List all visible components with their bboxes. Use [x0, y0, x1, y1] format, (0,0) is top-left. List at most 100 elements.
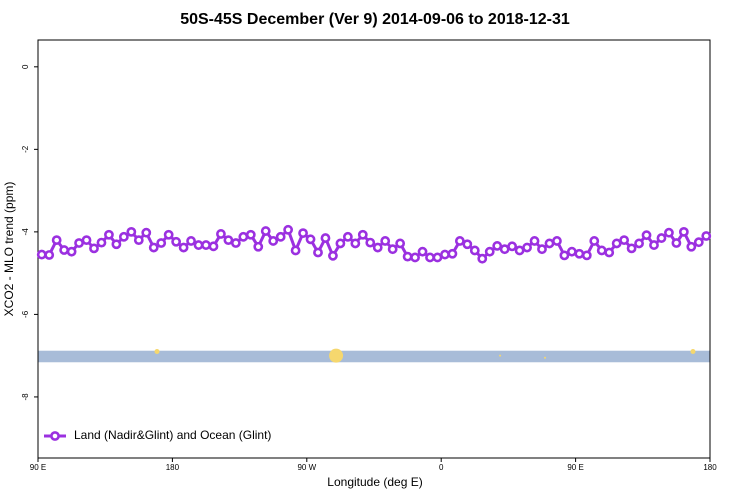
- x-axis-label: Longitude (deg E): [327, 475, 422, 489]
- data-point: [111, 239, 122, 250]
- data-point: [469, 245, 480, 256]
- data-point: [238, 231, 249, 242]
- data-point: [365, 237, 376, 248]
- data-point: [89, 243, 99, 254]
- data-point: [410, 252, 420, 263]
- data-point: [454, 236, 465, 246]
- chart-title: 50S-45S December (Ver 9) 2014-09-06 to 2…: [180, 11, 570, 28]
- data-point: [417, 246, 428, 257]
- data-point: [686, 241, 697, 252]
- data-point: [342, 231, 353, 242]
- data-point: [440, 249, 450, 260]
- data-point: [522, 242, 532, 253]
- data-point: [693, 237, 704, 248]
- data-point: [626, 243, 637, 254]
- data-point: [44, 250, 55, 260]
- x-tick-label: 90 W: [297, 463, 316, 472]
- data-point: [96, 237, 107, 248]
- data-point: [133, 235, 144, 246]
- data-point: [671, 238, 682, 248]
- data-point: [544, 238, 555, 249]
- data-point: [611, 238, 622, 249]
- x-tick-label: 180: [703, 463, 717, 472]
- land-marker: [154, 349, 160, 355]
- data-point: [156, 238, 167, 248]
- data-point: [216, 229, 226, 239]
- data-point: [634, 238, 644, 249]
- data-point: [335, 238, 346, 249]
- data-point: [537, 244, 547, 255]
- data-point: [328, 250, 338, 261]
- data-point: [619, 235, 630, 246]
- data-point: [305, 234, 316, 245]
- data-point: [529, 236, 540, 246]
- land-marker: [499, 354, 502, 357]
- data-point: [432, 252, 443, 263]
- x-tick-label: 90 E: [567, 463, 583, 472]
- data-point: [701, 231, 712, 241]
- data-point: [664, 227, 674, 238]
- legend-label: Land (Nadir&Glint) and Ocean (Glint): [74, 428, 271, 442]
- data-point: [574, 248, 585, 259]
- y-axis-label: XCO2 - MLO trend (ppm): [2, 182, 16, 317]
- data-point: [118, 231, 129, 242]
- data-point: [126, 226, 137, 237]
- data-point: [223, 235, 234, 246]
- data-point: [425, 252, 435, 263]
- y-tick-label: -6: [21, 310, 30, 318]
- data-point: [507, 241, 518, 252]
- land-marker: [543, 356, 546, 359]
- data-point: [141, 227, 152, 238]
- data-point: [395, 238, 406, 249]
- data-point: [66, 246, 77, 257]
- data-point: [268, 236, 279, 246]
- data-point: [290, 245, 301, 256]
- y-tick-label: -4: [21, 228, 30, 236]
- data-point: [484, 246, 495, 257]
- data-point: [604, 247, 615, 258]
- data-point: [656, 233, 667, 243]
- data-point: [372, 242, 383, 253]
- data-point: [104, 229, 114, 240]
- data-point: [477, 253, 488, 264]
- data-point: [283, 224, 294, 235]
- data-point: [51, 235, 62, 246]
- data-point: [163, 229, 174, 240]
- data-point: [649, 240, 659, 250]
- data-point: [230, 238, 241, 248]
- land-marker: [329, 348, 344, 363]
- data-point: [275, 231, 286, 242]
- data-point: [245, 229, 256, 240]
- data-point: [81, 235, 92, 246]
- data-point: [492, 241, 503, 251]
- y-tick-label: -2: [21, 145, 30, 153]
- data-point: [380, 236, 391, 246]
- data-point: [552, 236, 562, 246]
- data-point: [320, 233, 331, 243]
- x-tick-label: 180: [166, 463, 180, 472]
- data-point: [596, 245, 607, 256]
- data-point: [447, 248, 458, 259]
- data-point: [462, 239, 473, 250]
- data-point: [74, 238, 84, 248]
- data-point: [201, 240, 211, 250]
- data-point: [208, 241, 219, 252]
- data-point: [313, 247, 323, 258]
- data-point: [357, 229, 368, 240]
- plot-frame: [37, 39, 711, 459]
- data-point: [260, 226, 271, 236]
- y-tick-label: 0: [21, 64, 30, 69]
- x-tick-label: 0: [439, 463, 444, 472]
- land-marker: [690, 349, 696, 355]
- data-point: [678, 226, 689, 237]
- data-point: [566, 246, 577, 257]
- data-point: [499, 244, 510, 255]
- land-ocean-band: [38, 350, 710, 363]
- data-point: [193, 240, 204, 250]
- data-point: [253, 241, 264, 252]
- data-point: [387, 244, 398, 255]
- data-point: [36, 249, 47, 260]
- data-point: [186, 236, 196, 246]
- data-point: [559, 250, 570, 261]
